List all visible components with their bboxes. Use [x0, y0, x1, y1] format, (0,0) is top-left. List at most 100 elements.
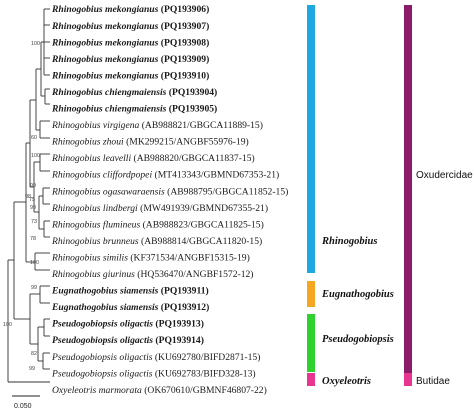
support-value: 99 [30, 183, 36, 189]
taxon-accession: (PQ193905) [166, 104, 217, 115]
taxon-label: Rhinogobius ogasawaraensis (AB988795/GBG… [51, 186, 288, 197]
clade-bar [307, 5, 315, 273]
taxon-label: Rhinogobius virgigena (AB988821/GBGCA118… [51, 120, 263, 131]
taxon-label: Rhinogobius cliffordpopei (MT413343/GBMN… [51, 170, 279, 181]
taxon-accession: (AB988795/GBGCA11852-15) [165, 186, 289, 197]
support-value: 99 [30, 205, 36, 211]
family-label: Oxudercidae [416, 170, 473, 181]
taxon-label: Pseudogobiopsis oligactis (KU692780/BIFD… [51, 352, 260, 363]
taxon-label: Rhinogobius similis (KF371534/ANGBF15315… [51, 252, 250, 263]
clade-label: Oxyeleotris [322, 376, 371, 387]
taxon-label: Rhinogobius leavelli (AB988820/GBGCA1183… [51, 153, 255, 164]
taxon-accession: (HQ536470/ANGBF1572-12) [135, 269, 254, 280]
taxon-label: Rhinogobius mekongianus (PQ193910) [51, 70, 209, 81]
support-value: 100 [31, 153, 40, 159]
taxon-species: Rhinogobius chiengmaiensis [51, 87, 167, 98]
taxon-label: Rhinogobius chiengmaiensis (PQ193904) [51, 87, 217, 98]
taxon-species: Rhinogobius brunneus [51, 236, 139, 247]
family-bar [404, 5, 412, 373]
taxon-species: Rhinogobius mekongianus [51, 21, 159, 32]
clade-bars: Rhinogobius Eugnathogobius Pseudogobiopsis… [307, 5, 394, 387]
family-bars: Oxudercidae Butidae [404, 5, 473, 387]
taxon-accession: (PQ193911) [158, 286, 208, 297]
taxon-species: Rhinogobius zhoui [51, 137, 124, 148]
taxon-label: Eugnathogobius siamensis (PQ193912) [51, 302, 209, 313]
support-value: 82 [31, 351, 37, 357]
support-value: 100 [3, 322, 12, 328]
taxon-label: Pseudogobiopsis oligactis (PQ193913) [52, 319, 204, 330]
support-value: 78 [30, 236, 36, 242]
taxon-species: Rhinogobius mekongianus [51, 70, 159, 81]
taxon-species: Rhinogobius ogasawaraensis [51, 186, 165, 197]
support-value: 100 [31, 41, 40, 47]
clade-bar [307, 281, 315, 307]
clade-bar [307, 314, 315, 372]
taxon-label: Oxyeleotris marmorata (OK670610/GBMNF468… [52, 385, 267, 396]
scale-bar: 0.050 [12, 395, 40, 410]
taxon-accession: (KF371534/ANGBF15315-19) [128, 252, 250, 263]
taxon-label: Rhinogobius chiengmaiensis (PQ193905) [51, 104, 217, 115]
taxon-accession: (PQ193909) [158, 54, 209, 65]
taxon-accession: (MK299215/ANGBF55976-19) [124, 137, 249, 148]
taxon-accession: (PQ193907) [158, 21, 209, 32]
taxon-accession: (OK670610/GBMNF46807-22) [142, 385, 267, 396]
taxon-species: Rhinogobius leavelli [51, 153, 131, 164]
taxon-label: Rhinogobius mekongianus (PQ193906) [51, 4, 209, 15]
taxon-label: Eugnathogobius siamensis (PQ193911) [51, 286, 209, 297]
support-value: 99 [31, 285, 37, 291]
taxon-accession: (AB988823/GBGCA11825-15) [140, 219, 264, 230]
taxon-species: Rhinogobius virgigena [51, 120, 140, 131]
taxon-accession: (AB988820/GBGCA11837-15) [131, 153, 255, 164]
support-value: 60 [31, 135, 37, 141]
clade-label: Eugnathogobius [321, 289, 394, 300]
taxon-label: Rhinogobius brunneus (AB988814/GBGCA1182… [51, 236, 262, 247]
taxon-accession: (KU692783/BIFD328-13) [152, 368, 255, 379]
taxon-label: Rhinogobius mekongianus (PQ193907) [51, 21, 209, 32]
taxon-species: Eugnathogobius siamensis [51, 302, 159, 313]
taxon-species: Rhinogobius cliffordpopei [51, 170, 152, 181]
clade-label: Pseudogobiopsis [322, 334, 394, 345]
taxon-species: Rhinogobius mekongianus [51, 4, 159, 15]
tree-branches [7, 8, 50, 383]
taxon-accession: (AB988821/GBGCA11889-15) [139, 120, 263, 131]
taxa-list: Rhinogobius mekongianus (PQ193906)Rhinog… [51, 4, 288, 396]
support-value: 75 [29, 197, 35, 203]
support-value: 98 [25, 194, 31, 200]
taxon-accession: (PQ193912) [158, 302, 209, 313]
taxon-species: Pseudogobiopsis oligactis [52, 319, 153, 330]
taxon-species: Rhinogobius similis [51, 252, 128, 263]
taxon-label: Rhinogobius flumineus (AB988823/GBGCA118… [51, 219, 264, 230]
taxon-species: Pseudogobiopsis oligactis [52, 335, 153, 346]
support-value: 73 [31, 219, 37, 225]
taxon-accession: (PQ193910) [158, 70, 209, 81]
taxon-species: Pseudogobiopsis oligactis [51, 352, 153, 363]
support-value: 100 [30, 260, 39, 266]
taxon-label: Rhinogobius zhoui (MK299215/ANGBF55976-1… [51, 137, 249, 148]
taxon-accession: (PQ193913) [153, 319, 204, 330]
clade-bar [307, 373, 315, 386]
taxon-label: Rhinogobius mekongianus (PQ193908) [51, 37, 209, 48]
taxon-accession: (AB988814/GBGCA11820-15) [139, 236, 263, 247]
taxon-label: Rhinogobius mekongianus (PQ193909) [51, 54, 209, 65]
taxon-species: Rhinogobius giurinus [51, 269, 135, 280]
taxon-accession: (MT413343/GBMND67353-21) [152, 170, 279, 181]
taxon-accession: (PQ193914) [153, 335, 204, 346]
family-bar [404, 373, 412, 386]
taxon-species: Eugnathogobius siamensis [51, 286, 159, 297]
taxon-species: Oxyeleotris marmorata [52, 385, 142, 396]
family-label: Butidae [416, 376, 450, 387]
taxon-accession: (PQ193906) [158, 4, 209, 15]
support-value: 99 [29, 366, 35, 372]
taxon-accession: (MW491939/GBMND67355-21) [138, 203, 268, 214]
taxon-species: Rhinogobius flumineus [51, 219, 140, 230]
taxon-species: Rhinogobius chiengmaiensis [51, 104, 167, 115]
taxon-accession: (PQ193904) [166, 87, 217, 98]
taxon-label: Rhinogobius lindbergi (MW491939/GBMND673… [51, 203, 268, 214]
taxon-label: Pseudogobiopsis oligactis (KU692783/BIFD… [51, 368, 256, 379]
scale-label: 0.050 [14, 403, 32, 410]
taxon-label: Rhinogobius giurinus (HQ536470/ANGBF1572… [51, 269, 253, 280]
taxon-species: Rhinogobius mekongianus [51, 54, 159, 65]
taxon-species: Pseudogobiopsis oligactis [51, 368, 153, 379]
